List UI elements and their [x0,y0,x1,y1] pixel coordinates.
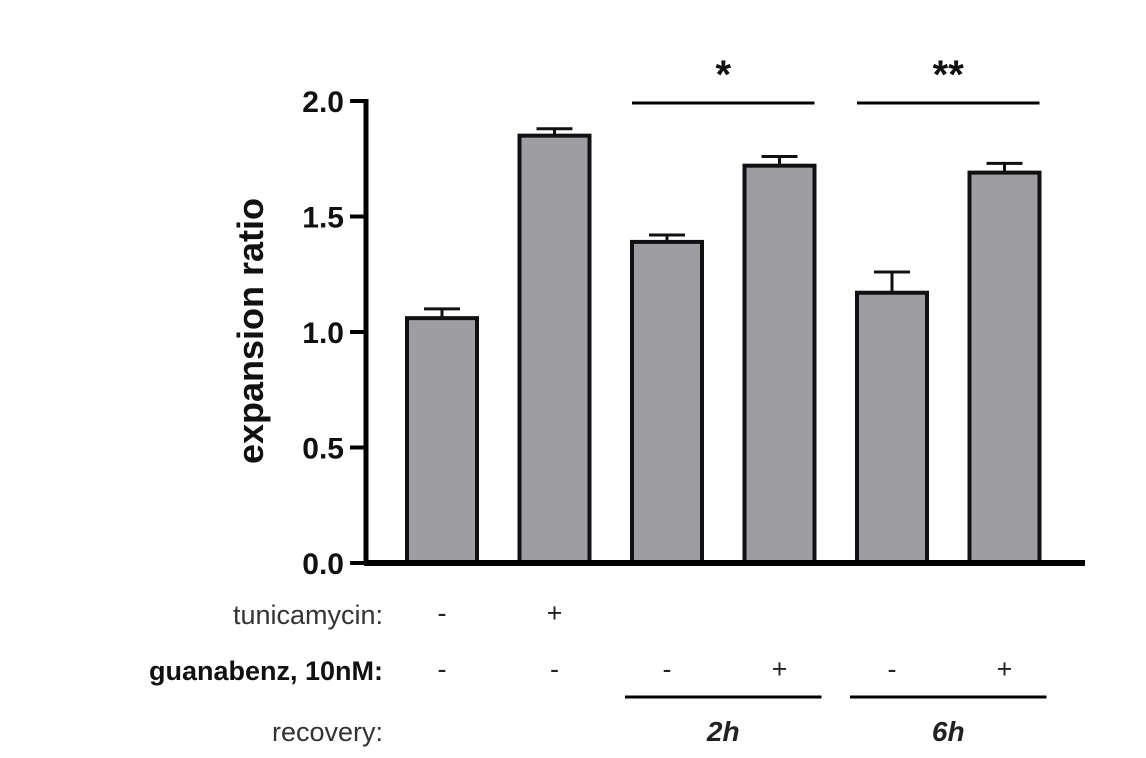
y-ticks: 0.0 0.5 1.0 1.5 2.0 [302,86,366,581]
condition-table: tunicamycin: - + guanabenz, 10nM: - - - + - + reco… [149,598,1047,747]
condition-value: - [663,654,672,684]
condition-value: - [888,654,897,684]
y-tick-label: 2.0 [302,86,344,119]
condition-value: - [550,654,559,684]
significance-label: * [715,53,731,97]
condition-value: + [997,654,1013,684]
condition-value: - [438,598,447,628]
condition-value: - [438,654,447,684]
bar [630,239,704,565]
bar [517,133,592,565]
significance-annotations: * ** [632,53,1040,105]
error-bars [424,127,1023,319]
recovery-label: 2h [706,716,740,747]
y-tick-label: 1.5 [302,202,344,235]
condition-value: + [772,654,788,684]
condition-value: + [547,598,563,628]
bar [742,163,817,565]
condition-label: tunicamycin: [233,600,383,630]
condition-label: recovery: [272,717,383,747]
bar [967,170,1042,566]
condition-label: guanabenz, 10nM: [149,656,383,686]
y-tick-label: 0.5 [302,433,344,466]
bar [405,316,479,566]
significance-label: ** [933,53,965,97]
recovery-label: 6h [932,716,965,747]
y-tick-label: 0.0 [302,548,344,581]
y-axis-label: expansion ratio [230,198,271,464]
bars [405,133,1042,566]
y-tick-label: 1.0 [302,317,344,350]
bar [855,290,929,565]
